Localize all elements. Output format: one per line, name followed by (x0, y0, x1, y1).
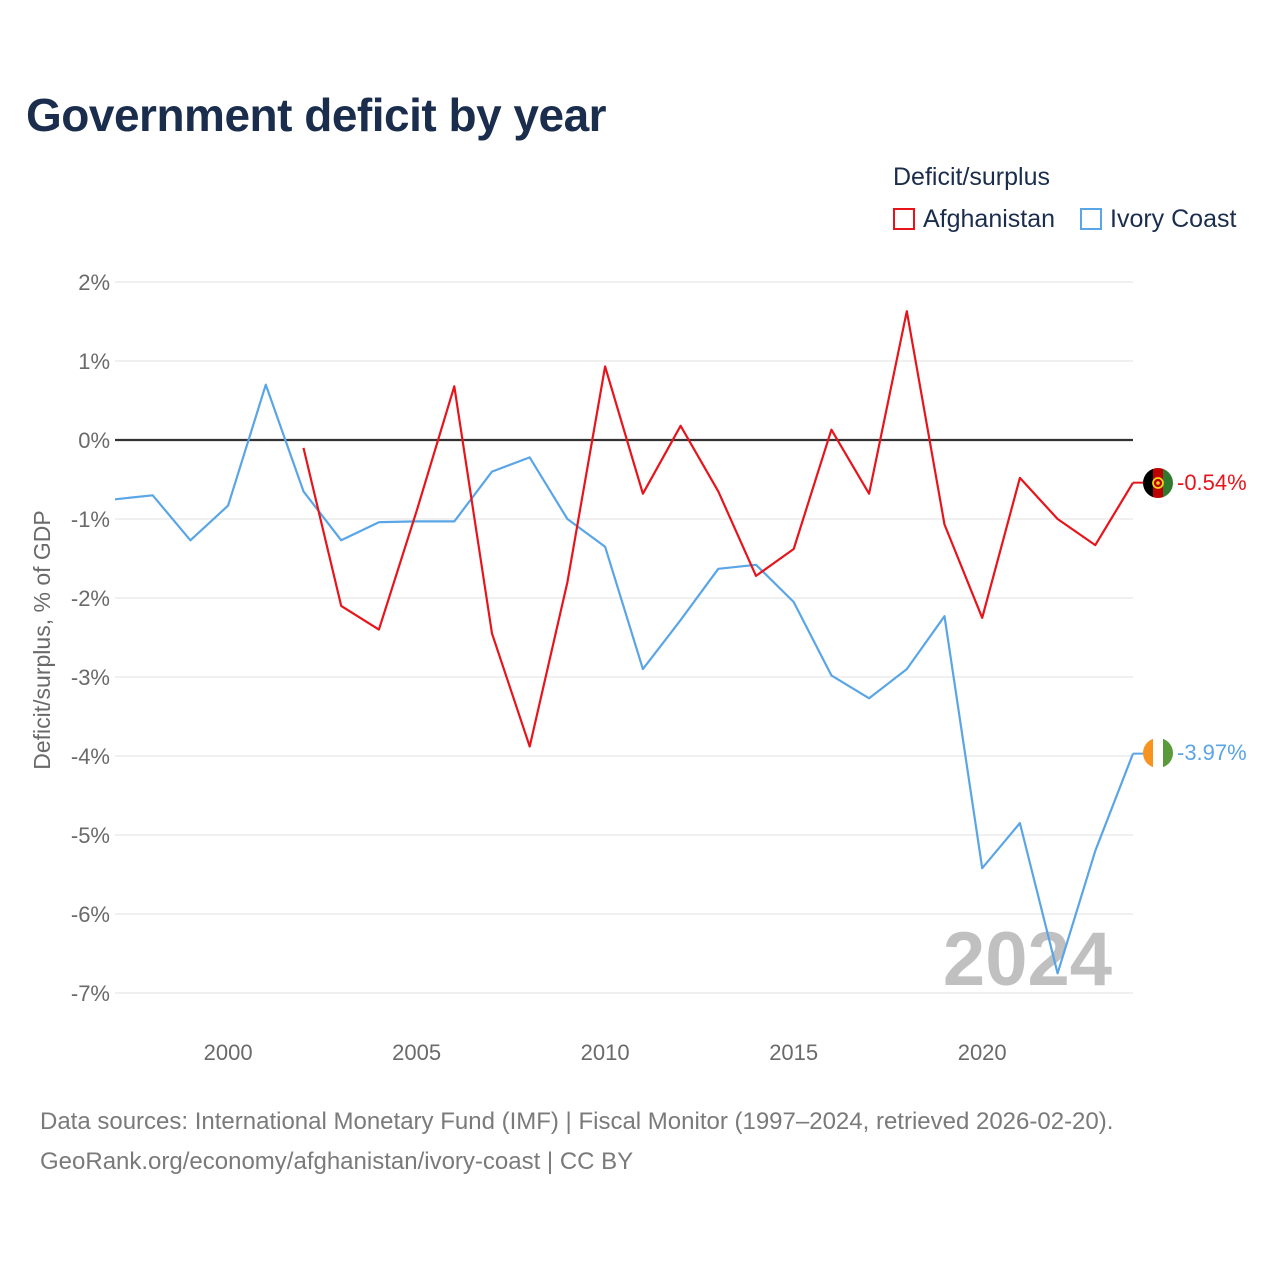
series-line-ivory-coast[interactable] (114, 383, 1135, 975)
ivory-coast-flag-icon (1143, 738, 1173, 768)
legend-label-afghanistan: Afghanistan (923, 205, 1056, 233)
y-axis-label: Deficit/surplus, % of GDP (29, 510, 55, 769)
legend-label-ivory-coast: Ivory Coast (1110, 205, 1237, 233)
x-tick-label: 2020 (958, 1040, 1007, 1065)
series-line-afghanistan[interactable] (302, 310, 1134, 748)
x-tick-label: 2000 (204, 1040, 253, 1065)
legend-swatch-ivory-coast (1080, 208, 1102, 230)
y-tick-label: -1% (71, 507, 110, 532)
y-tick-label: -3% (71, 665, 110, 690)
legend-item-afghanistan[interactable]: Afghanistan (893, 205, 1055, 234)
x-tick-label: 2010 (581, 1040, 630, 1065)
x-axis-ticks: 2000 2005 2010 2015 2020 (204, 1040, 1007, 1065)
y-tick-label: -5% (71, 823, 110, 848)
end-label-ivory-coast: -3.97% (1177, 740, 1247, 765)
y-tick-label: -2% (71, 586, 110, 611)
legend-title: Deficit/surplus (893, 163, 1050, 191)
end-label-afghanistan: -0.54% (1177, 470, 1247, 495)
y-tick-label: -7% (71, 981, 110, 1006)
y-axis-ticks: 2% 1% 0% -1% -2% -3% -4% -5% -6% -7% (71, 270, 110, 1006)
legend-item-ivory-coast[interactable]: Ivory Coast (1080, 205, 1236, 234)
afghanistan-flag-icon (1143, 468, 1173, 498)
footer-sources: Data sources: International Monetary Fun… (40, 1108, 1114, 1135)
y-tick-label: 1% (78, 349, 110, 374)
footer-credit[interactable]: GeoRank.org/economy/afghanistan/ivory-co… (40, 1148, 634, 1175)
grid-lines (115, 281, 1133, 994)
y-tick-label: 2% (78, 270, 110, 295)
chart-title: Government deficit by year (26, 89, 607, 141)
series-layer (114, 310, 1143, 975)
y-tick-label: 0% (78, 428, 110, 453)
y-tick-label: -4% (71, 744, 110, 769)
x-tick-label: 2015 (769, 1040, 818, 1065)
legend-swatch-afghanistan (893, 208, 915, 230)
x-tick-label: 2005 (392, 1040, 441, 1065)
year-marker: 2024 (943, 917, 1112, 1002)
y-tick-label: -6% (71, 902, 110, 927)
